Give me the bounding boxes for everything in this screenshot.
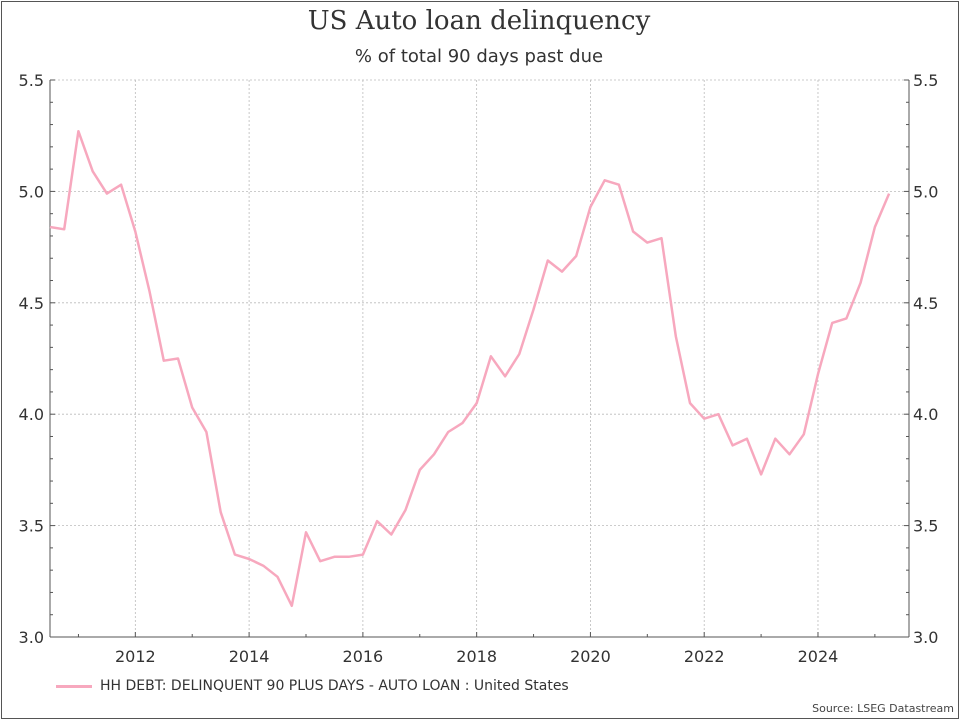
y-tick-label-right: 3.5 <box>913 517 938 536</box>
legend-label: HH DEBT: DELINQUENT 90 PLUS DAYS - AUTO … <box>100 678 569 694</box>
series-line <box>49 129 891 608</box>
x-tick-label: 2012 <box>115 647 156 666</box>
y-tick-label-right: 4.5 <box>913 294 938 313</box>
x-tick-label: 2014 <box>229 647 270 666</box>
y-tick-label-left: 5.0 <box>19 182 44 201</box>
chart-subtitle: % of total 90 days past due <box>354 46 604 67</box>
legend: HH DEBT: DELINQUENT 90 PLUS DAYS - AUTO … <box>56 678 569 694</box>
y-tick-label-left: 4.0 <box>19 405 44 424</box>
y-tick-label-right: 4.0 <box>913 405 938 424</box>
x-tick-label: 2016 <box>343 647 384 666</box>
x-tick-label: 2024 <box>798 647 839 666</box>
chart-title: US Auto loan delinquency <box>307 6 651 36</box>
y-tick-label-left: 5.5 <box>19 71 44 90</box>
y-tick-label-left: 3.5 <box>19 517 44 536</box>
y-tick-label-right: 3.0 <box>913 628 938 647</box>
series-group <box>49 129 891 608</box>
grid-lines <box>50 79 909 637</box>
x-tick-label: 2022 <box>684 647 725 666</box>
source-note: Source: LSEG Datastream <box>812 702 954 715</box>
x-tick-label: 2020 <box>570 647 611 666</box>
axes <box>49 79 910 638</box>
y-tick-label-right: 5.5 <box>913 71 938 90</box>
y-tick-label-right: 5.0 <box>913 182 938 201</box>
y-tick-label-left: 3.0 <box>19 628 44 647</box>
tick-labels: 3.0 3.0 3.5 3.5 4.0 4.0 4.5 4.5 5.0 5.0 5.5 5.5 2012… <box>19 71 939 666</box>
y-tick-label-left: 4.5 <box>19 294 44 313</box>
legend-swatch <box>56 684 92 688</box>
x-tick-label: 2018 <box>456 647 497 666</box>
